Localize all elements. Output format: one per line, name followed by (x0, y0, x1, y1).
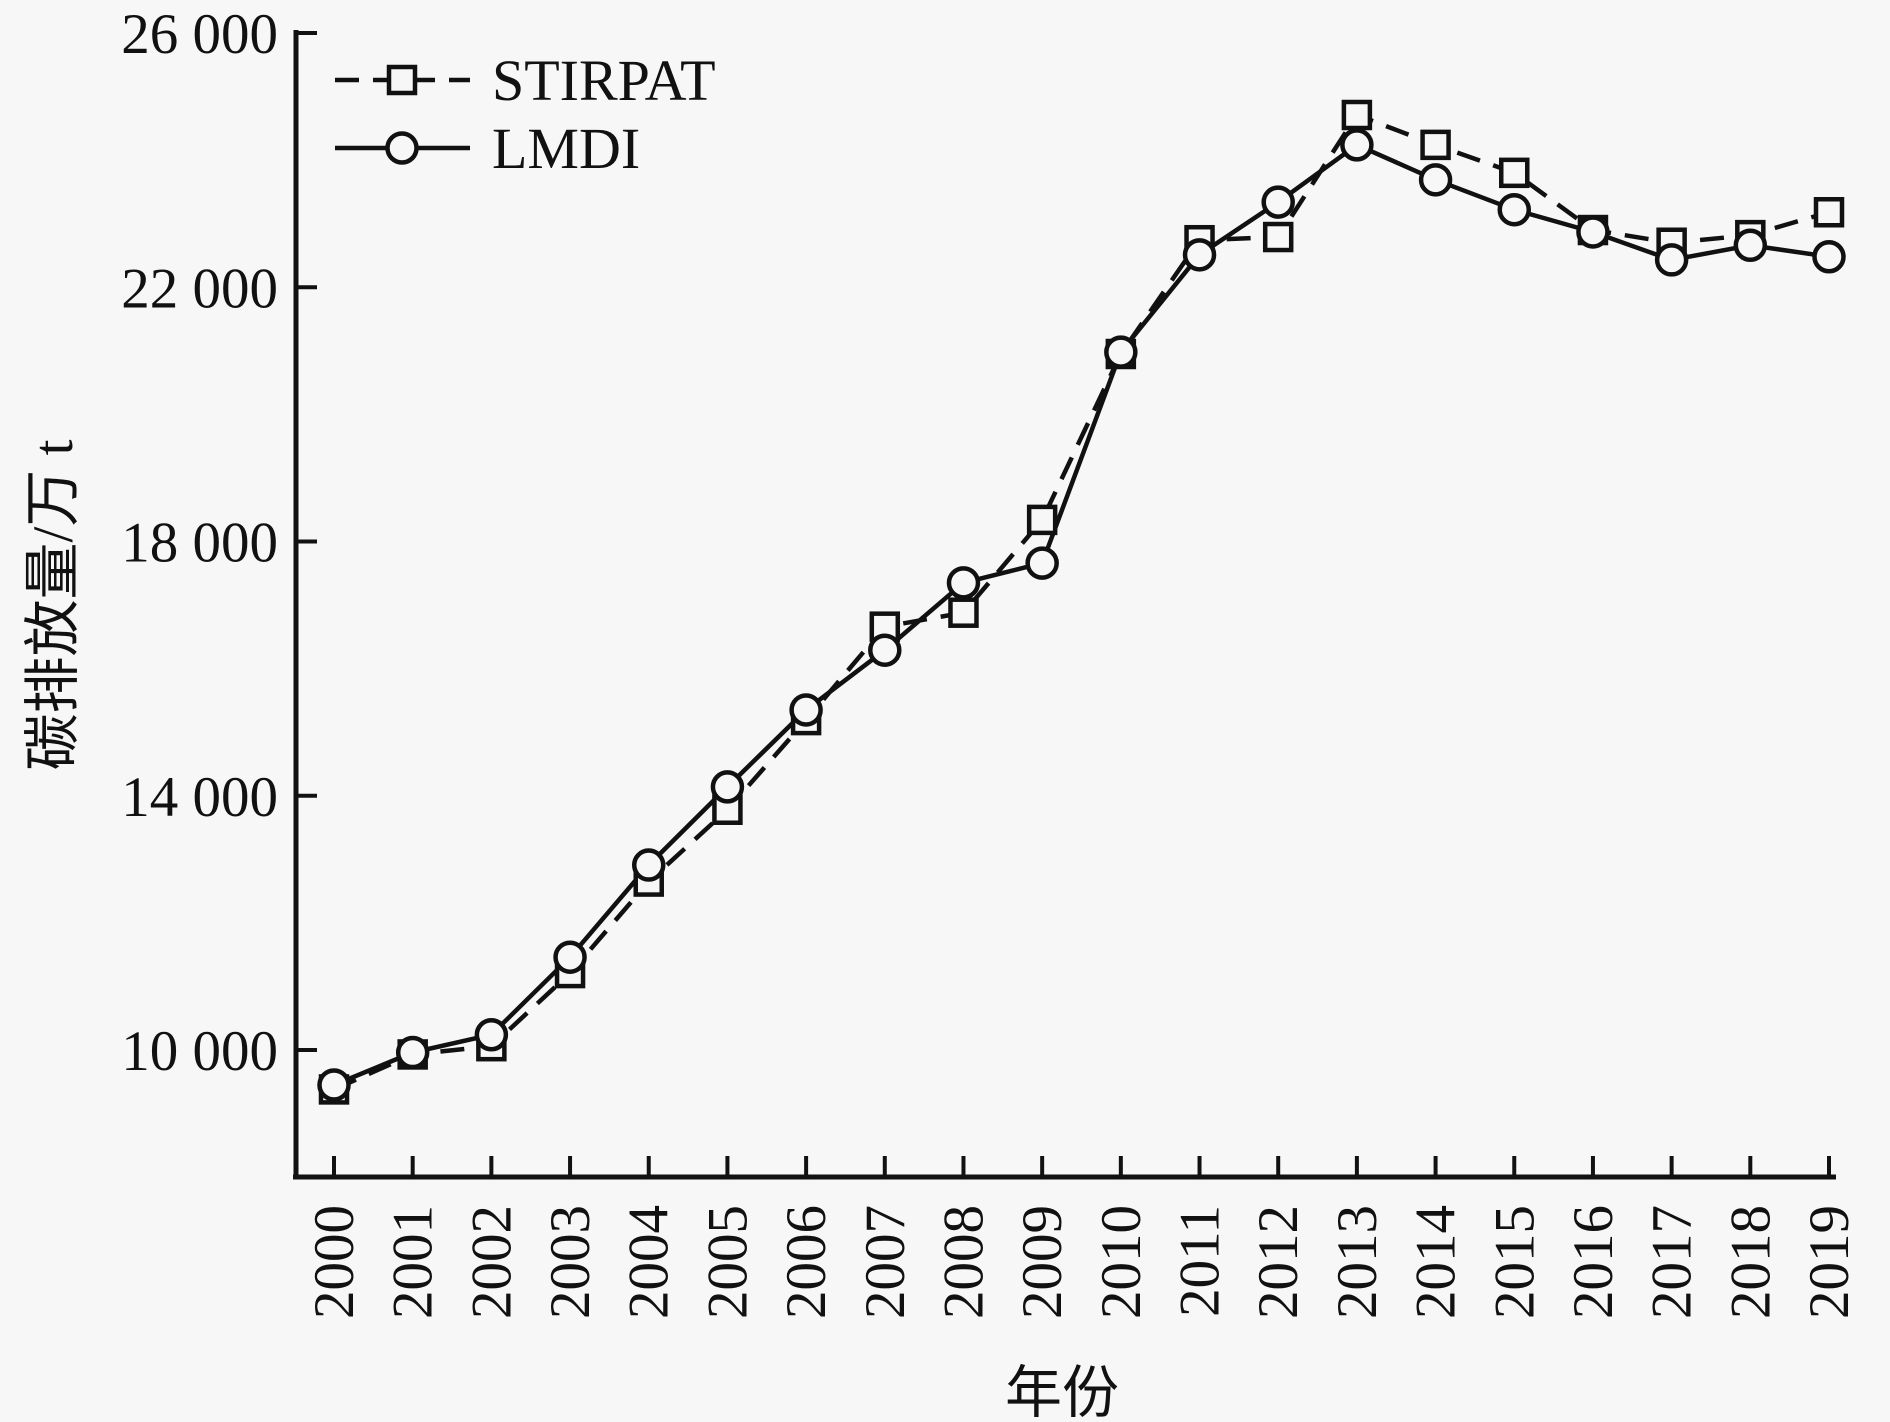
x-tick-label: 2016 (1562, 1205, 1625, 1319)
x-tick-label: 2000 (303, 1205, 366, 1319)
x-tick-label: 2004 (618, 1205, 681, 1319)
legend-label: LMDI (492, 116, 640, 181)
stirpat-marker (1499, 157, 1530, 189)
x-tick-label: 2002 (460, 1205, 523, 1319)
stirpat-marker (1341, 99, 1373, 131)
y-tick-label: 22 000 (121, 257, 278, 320)
x-tick-label: 2015 (1483, 1205, 1546, 1319)
x-tick-label: 2014 (1405, 1205, 1468, 1319)
x-tick-label: 2006 (775, 1205, 838, 1319)
stirpat-marker (1026, 504, 1058, 536)
lmdi-marker (1733, 228, 1768, 263)
y-tick-label: 18 000 (121, 512, 278, 575)
lmdi-marker (1497, 192, 1532, 227)
lmdi-marker (1812, 239, 1846, 274)
x-tick-label: 2010 (1090, 1205, 1153, 1319)
lmdi-line (333, 142, 1830, 1088)
lmdi-marker (395, 1035, 430, 1070)
lmdi-marker (946, 566, 981, 600)
lmdi-marker (868, 633, 902, 667)
y-axis-title: 碳排放量/万 t (22, 439, 85, 771)
stirpat-marker (1262, 221, 1294, 253)
legend-item-stirpat: STIRPAT (335, 48, 716, 113)
lmdi-marker (1182, 238, 1217, 272)
x-tick-label: 2003 (539, 1205, 602, 1319)
lmdi-marker (317, 1068, 351, 1102)
x-tick-label: 2011 (1169, 1205, 1232, 1317)
x-tick-label: 2019 (1798, 1205, 1861, 1319)
x-tick-label: 2017 (1641, 1205, 1704, 1319)
lmdi-marker (1025, 546, 1059, 580)
x-tick-label: 2008 (932, 1205, 995, 1319)
y-tick-label: 10 000 (121, 1020, 278, 1083)
x-tick-label: 2018 (1719, 1205, 1782, 1319)
x-tick-label: 2005 (696, 1205, 759, 1319)
legend-label: STIRPAT (492, 48, 716, 113)
x-tick-label: 2009 (1011, 1205, 1074, 1319)
y-tick-label: 14 000 (121, 766, 278, 829)
stirpat-marker (1813, 196, 1845, 228)
lmdi-marker (631, 848, 666, 882)
legend-square-marker-icon (386, 64, 418, 96)
stirpat-line (333, 112, 1830, 1092)
x-axis-title: 年份 (1005, 1362, 1119, 1422)
lmdi-marker (789, 693, 823, 727)
x-tick-label: 2012 (1247, 1205, 1310, 1319)
legend-item-lmdi: LMDI (335, 116, 640, 181)
x-tick-label: 2001 (382, 1205, 445, 1319)
x-tick-label: 2007 (854, 1205, 917, 1319)
lmdi-marker (710, 770, 745, 804)
x-tick-label: 2013 (1326, 1205, 1389, 1319)
stirpat-marker (948, 597, 979, 628)
lmdi-marker (1261, 185, 1295, 219)
lmdi-marker (1654, 243, 1689, 277)
lmdi-marker (474, 1017, 509, 1052)
lmdi-marker (1418, 163, 1453, 197)
y-tick-label: 26 000 (121, 3, 278, 66)
legend-circle-marker-icon (385, 131, 419, 165)
stirpat-marker (1420, 129, 1451, 161)
lmdi-marker (1576, 215, 1610, 249)
lmdi-marker (1340, 128, 1374, 162)
lmdi-marker (553, 940, 587, 974)
lmdi-marker (1104, 335, 1138, 369)
